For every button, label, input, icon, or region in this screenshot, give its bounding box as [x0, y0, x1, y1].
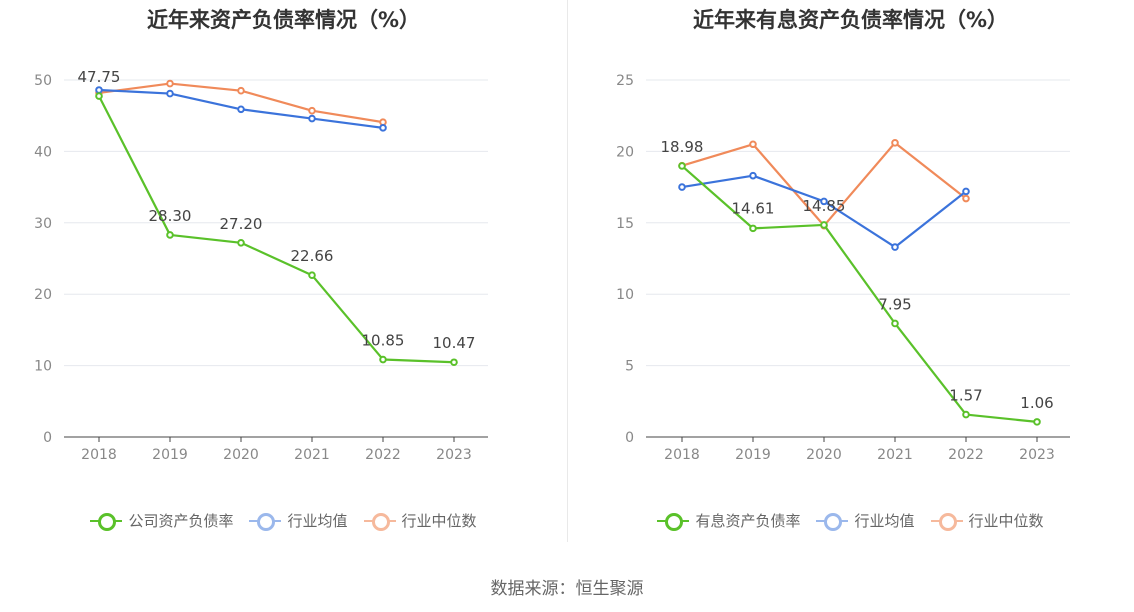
x-tick-label: 2020 [223, 447, 259, 463]
data-label: 18.98 [661, 138, 704, 156]
left-chart-panel: 近年来资产负债率情况（%） 0 10 20 30 40 50 2018 2019 2020 202… [0, 0, 567, 560]
legend-label: 行业均值 [287, 512, 348, 530]
data-point [308, 114, 316, 123]
data-label: 28.30 [149, 207, 192, 225]
legend-item-company[interactable]: 有息资产负债率 [657, 510, 800, 531]
data-point [95, 92, 103, 100]
data-point [237, 105, 245, 114]
asset-liability-chart: 0 10 20 30 40 50 2018 2019 2020 2021 2022 2023 47.75… [34, 68, 488, 463]
legend-label: 行业中位数 [968, 512, 1044, 530]
data-point [166, 231, 174, 239]
legend-label: 行业中位数 [401, 512, 477, 530]
data-point [962, 410, 970, 419]
y-tick-label: 10 [616, 287, 634, 303]
data-label: 1.06 [1020, 394, 1053, 412]
data-point [749, 171, 757, 180]
legend-marker-icon [930, 512, 963, 531]
interest-bearing-liability-chart: 0 5 10 15 20 25 2018 2019 2020 2021 2022 2023 18.98 1… [616, 73, 1070, 463]
x-tick-label: 2023 [1019, 447, 1055, 463]
x-tick-label: 2022 [365, 447, 401, 463]
data-label: 27.20 [220, 215, 263, 233]
y-tick-label: 20 [616, 144, 634, 160]
data-point [678, 183, 686, 191]
series-line [98, 95, 455, 364]
x-tick-label: 2021 [294, 447, 330, 463]
data-label: 47.75 [78, 68, 121, 86]
data-point [166, 89, 174, 98]
y-tick-label: 0 [43, 430, 52, 446]
legend: 有息资产负债率 行业均值 行业中位数 [567, 510, 1134, 531]
y-tick-label: 20 [34, 287, 52, 303]
legend-item-industry-median[interactable]: 行业中位数 [930, 510, 1044, 531]
x-tick-label: 2018 [664, 447, 700, 463]
data-point [678, 162, 686, 170]
data-point [820, 221, 828, 229]
data-point [820, 197, 828, 206]
right-chart-panel: 近年来有息资产负债率情况（%） 0 5 10 15 20 25 2018 2019 2020 20… [567, 0, 1134, 560]
data-point [450, 358, 458, 367]
data-point [95, 86, 103, 94]
x-tick-label: 2019 [735, 447, 771, 463]
legend-marker-icon [816, 512, 849, 531]
x-tick-label: 2019 [152, 447, 188, 463]
legend-label: 有息资产负债率 [695, 512, 801, 530]
data-label: 10.85 [362, 332, 405, 350]
legend-label: 行业均值 [854, 512, 915, 530]
data-point [749, 224, 757, 233]
data-label: 14.85 [803, 197, 846, 215]
data-point [1033, 418, 1041, 426]
x-tick-label: 2018 [81, 447, 117, 463]
x-tick-label: 2023 [436, 447, 472, 463]
data-point [379, 124, 387, 132]
legend-marker-icon [90, 512, 123, 531]
legend-item-industry-median[interactable]: 行业中位数 [363, 510, 477, 531]
data-label: 1.57 [949, 387, 982, 405]
legend-marker-icon [363, 512, 396, 531]
data-point [308, 106, 316, 115]
data-label: 22.66 [291, 247, 334, 265]
data-label: 14.61 [732, 199, 775, 217]
data-point [237, 238, 245, 247]
data-point [962, 194, 970, 203]
y-tick-label: 50 [34, 73, 52, 89]
legend-marker-icon [657, 512, 690, 531]
data-point [379, 355, 387, 364]
data-source-note: 数据来源：恒生聚源 [490, 579, 644, 599]
y-tick-label: 30 [34, 216, 52, 232]
data-point [749, 140, 757, 149]
legend: 公司资产负债率 行业均值 行业中位数 [0, 510, 567, 531]
data-label: 10.47 [433, 334, 476, 352]
data-point [891, 319, 899, 328]
y-tick-label: 40 [34, 144, 52, 160]
legend-item-industry-average[interactable]: 行业均值 [816, 510, 915, 531]
panel-divider [567, 0, 568, 542]
y-tick-label: 10 [34, 359, 52, 375]
y-tick-label: 5 [625, 359, 634, 375]
data-point [308, 271, 316, 280]
legend-item-industry-average[interactable]: 行业均值 [249, 510, 348, 531]
x-tick-label: 2022 [948, 447, 984, 463]
x-tick-label: 2020 [806, 447, 842, 463]
legend-label: 公司资产负债率 [128, 512, 234, 530]
series-line [681, 165, 1038, 423]
data-point [166, 79, 174, 88]
x-tick-label: 2021 [877, 447, 913, 463]
y-tick-label: 15 [616, 216, 634, 232]
data-point [237, 86, 245, 95]
data-point [891, 243, 899, 251]
chart-title: 近年来资产负债率情况（%） [146, 8, 421, 32]
legend-marker-icon [249, 512, 282, 531]
legend-item-company[interactable]: 公司资产负债率 [90, 510, 233, 531]
data-point [891, 139, 899, 147]
data-label: 7.95 [878, 295, 911, 313]
y-tick-label: 25 [616, 73, 634, 89]
y-tick-label: 0 [625, 430, 634, 446]
chart-title: 近年来有息资产负债率情况（%） [692, 8, 1009, 32]
data-point [962, 187, 970, 196]
